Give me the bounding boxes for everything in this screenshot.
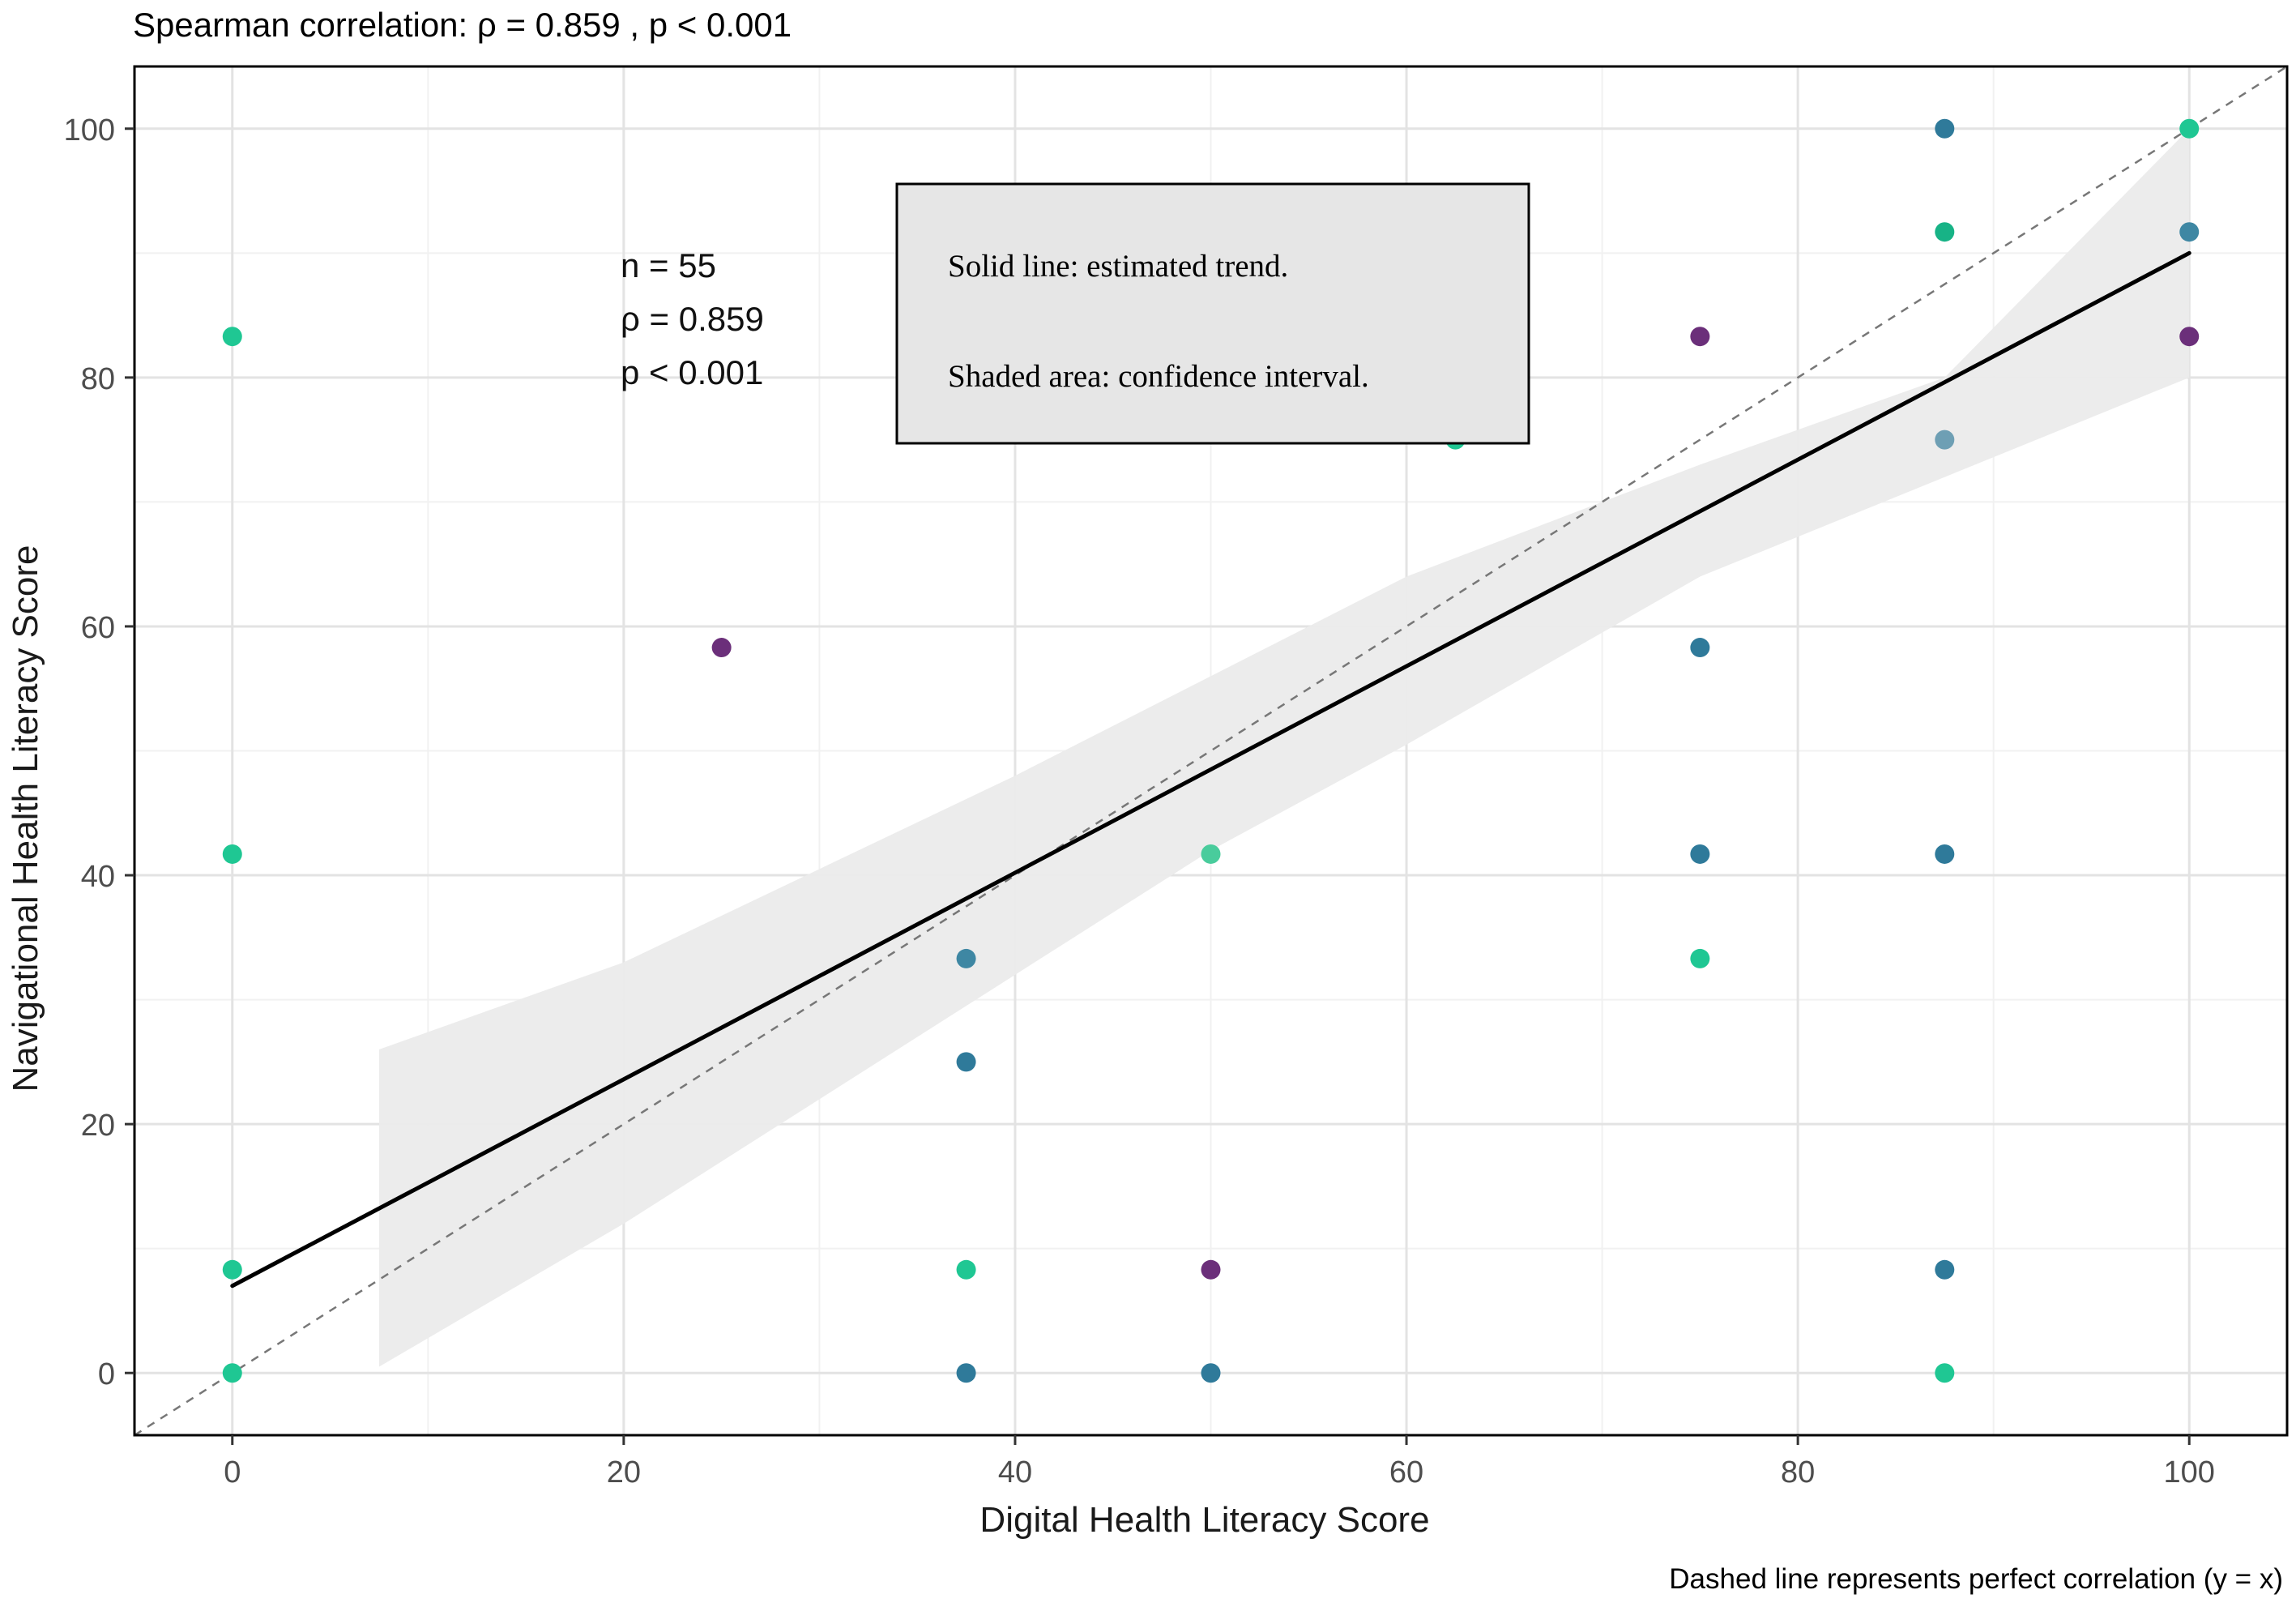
- confidence-band-layer: [378, 128, 2190, 1367]
- x-tick-label: 100: [2164, 1455, 2215, 1489]
- y-tick-label: 80: [81, 362, 115, 396]
- x-tick-label: 0: [224, 1455, 241, 1489]
- confidence-band: [378, 128, 2190, 1367]
- x-tick-label: 20: [607, 1455, 641, 1489]
- y-tick-label: 60: [81, 611, 115, 645]
- plot-border: [133, 65, 2289, 1437]
- data-point: [956, 1363, 976, 1383]
- data-point: [956, 1259, 976, 1280]
- identity-line: [134, 65, 2288, 1437]
- x-axis-label: Digital Health Literacy Score: [979, 1500, 1429, 1540]
- data-point: [1935, 1259, 1955, 1280]
- trend-line-layer: [230, 250, 2191, 1289]
- data-point: [222, 1259, 242, 1280]
- data-point: [956, 948, 976, 968]
- data-point: [222, 1363, 242, 1383]
- data-point: [1690, 638, 1710, 658]
- stats-n: n = 55: [621, 246, 716, 284]
- legend-box: Solid line: estimated trend. Shaded area…: [895, 182, 1530, 445]
- data-point: [1935, 430, 1955, 450]
- data-point: [1935, 222, 1955, 242]
- x-tick-label: 60: [1389, 1455, 1423, 1489]
- trend-line: [230, 250, 2191, 1289]
- data-point: [1201, 844, 1221, 864]
- stats-annotation: n = 55 ρ = 0.859 p < 0.001: [621, 246, 764, 391]
- x-axis-ticks: 0 20 40 60 80 100: [224, 1435, 2215, 1489]
- x-tick-label: 80: [1781, 1455, 1815, 1489]
- data-point: [2179, 327, 2200, 347]
- y-tick-label: 0: [98, 1357, 115, 1391]
- chart-title: Spearman correlation: ρ = 0.859 , p < 0.…: [133, 6, 792, 44]
- data-point: [1690, 327, 1710, 347]
- data-point: [1690, 948, 1710, 968]
- legend-trend-text: Solid line: estimated trend.: [948, 249, 1288, 284]
- data-point: [1201, 1363, 1221, 1383]
- data-point: [956, 1052, 976, 1072]
- legend-box-background: [895, 182, 1530, 445]
- data-point: [2179, 118, 2200, 139]
- y-tick-label: 100: [64, 113, 115, 147]
- stats-p: p < 0.001: [621, 353, 763, 391]
- data-point: [1690, 844, 1710, 864]
- data-point: [222, 327, 242, 347]
- legend-band-text: Shaded area: confidence interval.: [948, 359, 1369, 394]
- data-point: [2179, 222, 2200, 242]
- chart-caption: Dashed line represents perfect correlati…: [1669, 1563, 2283, 1595]
- y-axis-label: Navigational Health Literacy Score: [6, 545, 45, 1092]
- data-point: [222, 844, 242, 864]
- points-layer: [222, 118, 2200, 1383]
- y-tick-label: 40: [81, 860, 115, 894]
- data-point: [1935, 1363, 1955, 1383]
- data-point: [1201, 1259, 1221, 1280]
- identity-line-layer: [134, 65, 2288, 1437]
- y-axis-ticks: 0 20 40 60 80 100: [64, 113, 134, 1391]
- data-point: [1935, 118, 1955, 139]
- data-point: [711, 638, 732, 658]
- y-tick-label: 20: [81, 1109, 115, 1143]
- stats-rho: ρ = 0.859: [621, 300, 764, 338]
- data-point: [1935, 844, 1955, 864]
- x-tick-label: 40: [998, 1455, 1032, 1489]
